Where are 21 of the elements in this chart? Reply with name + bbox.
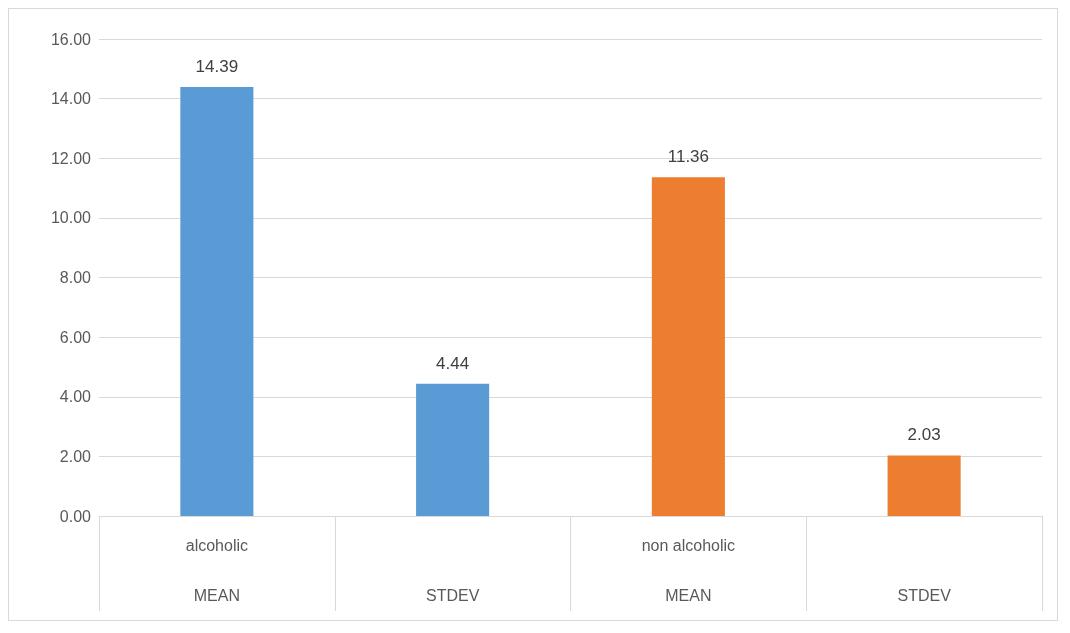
y-tick-label: 12.00 <box>50 149 92 167</box>
y-tick-label: 8.00 <box>59 269 92 286</box>
bar <box>416 383 490 516</box>
y-tick-label: 2.00 <box>59 447 92 465</box>
y-tick-label: 14.00 <box>50 90 92 108</box>
category-label: alcoholic MEAN <box>185 536 249 604</box>
data-label: 2.03 <box>907 425 941 445</box>
category-label: non alcoholic MEAN <box>641 536 736 604</box>
bar <box>651 177 725 516</box>
data-label: 4.44 <box>436 353 470 373</box>
y-tick-label: 16.00 <box>50 30 92 48</box>
y-tick-label: 6.00 <box>59 328 92 346</box>
y-tick-label: 4.00 <box>59 388 92 406</box>
bar <box>180 87 254 516</box>
y-tick-label: 0.00 <box>59 507 92 525</box>
x-tick-label: STDEV <box>897 586 952 604</box>
data-label: 14.39 <box>195 57 239 76</box>
bar <box>887 455 961 516</box>
x-tick-label: STDEV <box>425 586 480 604</box>
data-label: 11.36 <box>667 147 710 167</box>
y-tick-label: 10.00 <box>50 209 92 227</box>
